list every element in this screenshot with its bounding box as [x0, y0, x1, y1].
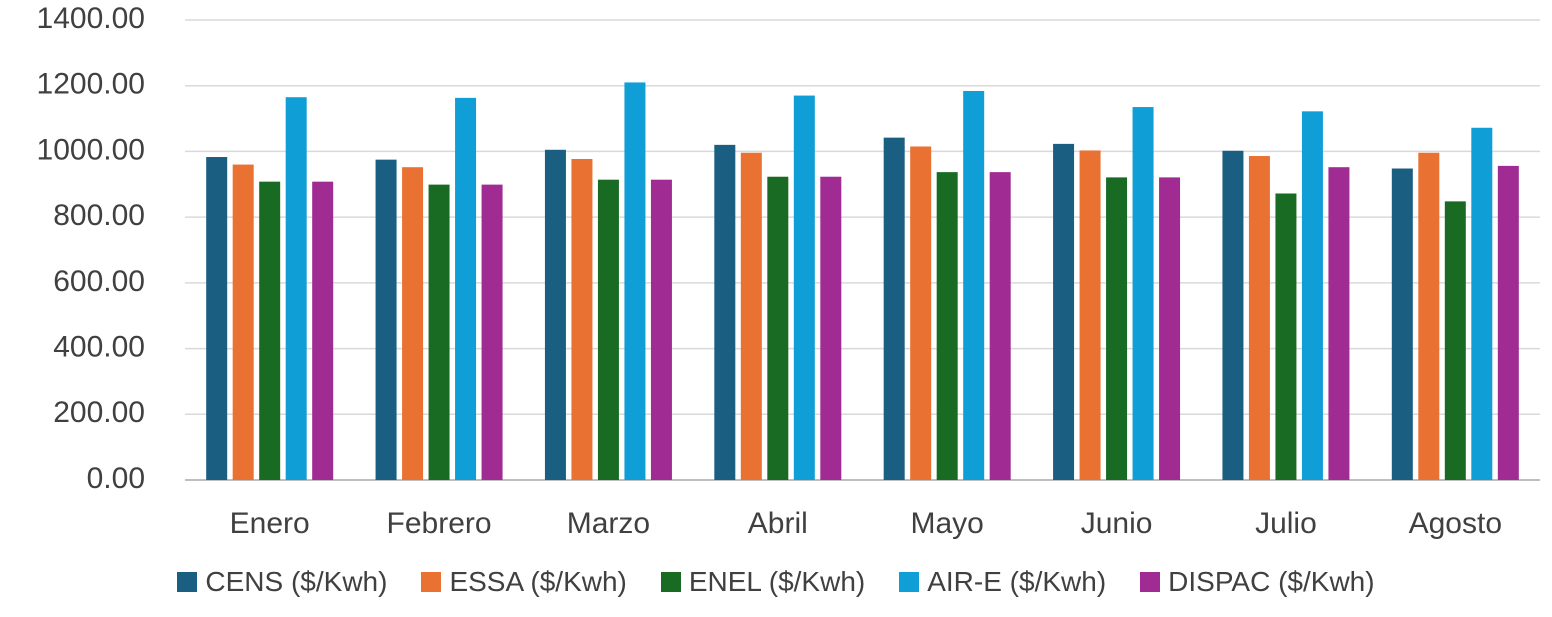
x-tick-label: Marzo — [567, 507, 650, 540]
legend-swatch — [660, 572, 681, 592]
bar — [1053, 143, 1075, 480]
bar — [597, 179, 619, 480]
y-tick-label: 200.00 — [53, 396, 145, 429]
bar — [793, 95, 815, 481]
legend-swatch — [421, 572, 442, 592]
legend-item: AIR-E ($/Kwh) — [899, 566, 1106, 598]
legend-item: CENS ($/Kwh) — [177, 566, 387, 598]
y-tick-label: 400.00 — [53, 330, 145, 363]
bar — [1471, 127, 1493, 481]
y-tick-label: 1400.00 — [37, 2, 145, 35]
x-tick-label: Abril — [748, 507, 808, 540]
bar — [624, 82, 646, 480]
bar — [544, 149, 566, 481]
y-tick-label: 800.00 — [53, 199, 145, 232]
legend-label: CENS ($/Kwh) — [205, 566, 388, 597]
bar — [1222, 150, 1244, 480]
bar — [963, 90, 985, 480]
bar — [1275, 193, 1297, 480]
bar — [206, 157, 228, 480]
bar — [936, 172, 958, 480]
bar — [1328, 167, 1350, 480]
bar — [910, 146, 932, 480]
legend-label: AIR-E ($/Kwh) — [927, 566, 1107, 597]
bar — [481, 184, 503, 480]
bar — [1106, 177, 1128, 480]
bar — [1159, 177, 1181, 480]
bar — [312, 181, 334, 480]
bar — [232, 164, 254, 481]
bar — [455, 97, 477, 480]
bar — [1132, 107, 1154, 481]
bar-chart: 0.00 200.00 400.00 600.00 800.00 1000.00 1200.… — [37, 2, 1540, 540]
bar — [1391, 168, 1413, 480]
x-axis-ticks: Enero Febrero Marzo Abril Mayo Junio Julio Agos… — [230, 507, 1502, 540]
x-tick-label: Mayo — [911, 507, 984, 540]
bar — [1418, 152, 1440, 480]
legend-swatch — [1140, 572, 1161, 592]
bar — [375, 159, 397, 480]
legend-swatch — [177, 572, 198, 592]
x-tick-label: Junio — [1081, 507, 1153, 540]
legend-label: DISPAC ($/Kwh) — [1168, 566, 1375, 597]
bar — [883, 137, 905, 480]
bar — [428, 184, 450, 480]
legend-swatch — [899, 572, 920, 592]
bars — [206, 82, 1519, 481]
bar — [767, 176, 789, 480]
bar — [571, 158, 593, 480]
bar — [1301, 111, 1323, 480]
y-tick-label: 600.00 — [53, 265, 145, 298]
x-tick-label: Enero — [230, 507, 310, 540]
bar — [1248, 156, 1270, 480]
bar — [740, 152, 762, 480]
legend-item: ESSA ($/Kwh) — [421, 566, 627, 598]
x-tick-label: Agosto — [1409, 507, 1502, 540]
bar — [259, 181, 281, 480]
bar — [989, 172, 1011, 480]
x-tick-label: Febrero — [387, 507, 492, 540]
legend: CENS ($/Kwh) ESSA ($/Kwh) ENEL ($/Kwh) AIR-… — [0, 566, 1552, 598]
y-tick-label: 1000.00 — [37, 133, 145, 166]
bar — [1079, 150, 1101, 480]
bar — [1497, 165, 1519, 480]
bar — [1444, 201, 1466, 480]
legend-item: ENEL ($/Kwh) — [660, 566, 866, 598]
bar — [402, 167, 424, 480]
legend-item: DISPAC ($/Kwh) — [1140, 566, 1375, 598]
y-tick-label: 0.00 — [87, 462, 145, 495]
legend-label: ENEL ($/Kwh) — [688, 566, 866, 597]
bar — [820, 176, 842, 480]
bar — [650, 179, 672, 480]
legend-label: ESSA ($/Kwh) — [449, 566, 627, 597]
bar — [285, 97, 307, 480]
y-tick-label: 1200.00 — [37, 68, 145, 101]
x-tick-label: Julio — [1255, 507, 1317, 540]
y-axis-ticks: 0.00 200.00 400.00 600.00 800.00 1000.00 1200.… — [37, 2, 145, 495]
bar — [714, 144, 736, 480]
